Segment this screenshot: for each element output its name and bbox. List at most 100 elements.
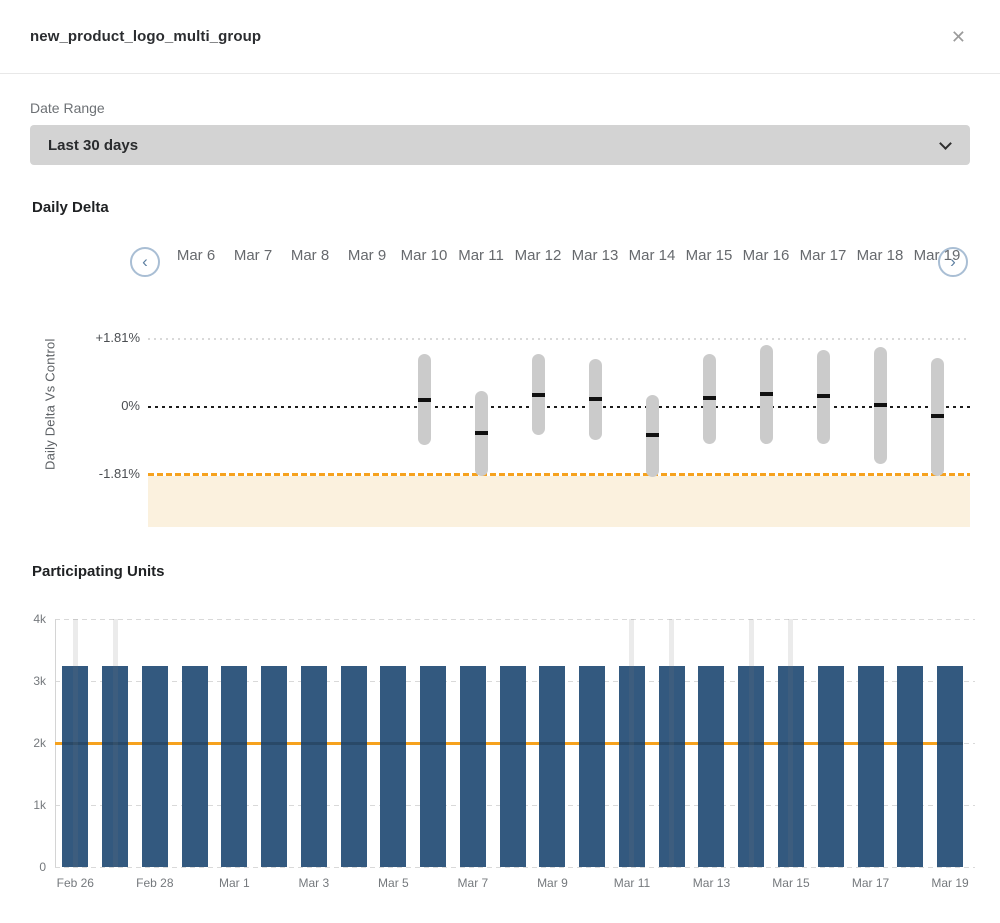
mean-mark [531,392,545,397]
units-x-tick-label: Mar 7 [457,876,489,890]
date-label: Mar 12 [514,247,562,264]
unit-bar [62,665,89,867]
date-range-select[interactable]: Last 30 days [30,125,970,165]
units-x-tick-label: Mar 5 [378,876,409,890]
participating-units-title: Participating Units [32,563,165,580]
unit-bar-reference-overlay [857,742,884,745]
units-x-tick-label: Feb 26 [56,876,94,890]
unit-bar-reference-overlay [777,742,804,745]
unit-bar [857,665,884,867]
mean-mark [645,432,659,437]
mean-mark [588,397,602,402]
units-x-tick-label: Mar 13 [692,876,731,890]
unit-bar [499,665,526,867]
highlight-stripe [112,619,118,867]
zero-line [148,406,970,408]
date-label: Mar 15 [685,247,733,264]
mean-mark [417,397,431,402]
modal-title: new_product_logo_multi_group [30,28,262,45]
chevron-right-icon: › [950,252,956,271]
unit-bar-reference-overlay [937,742,964,745]
delta-y-tick-label: -1.81% [98,466,140,482]
unit-bar [261,665,288,867]
unit-bar-reference-overlay [459,742,486,745]
daily-delta-chart: Daily Delta Vs Control +1.81% 0% -1.81% [0,297,1000,527]
threshold-line [148,473,970,477]
unit-bar [102,665,129,867]
modal-header: new_product_logo_multi_group ✕ [0,0,1000,74]
delta-y-tick-label: 0% [121,398,140,413]
units-y-tick-label: 4k [33,612,46,626]
date-label: Mar 14 [628,247,676,264]
threshold-band [148,476,970,527]
unit-bar-reference-overlay [261,742,288,745]
unit-bar [579,665,606,867]
highlight-stripe [629,619,635,867]
next-dates-button[interactable]: › [938,247,968,277]
units-x-tick-label: Mar 11 [613,876,651,890]
unit-bar-reference-overlay [380,742,407,745]
mean-mark [759,392,773,397]
unit-bar-reference-overlay [181,742,208,745]
unit-bar [658,665,685,867]
prev-dates-button[interactable]: ‹ [130,247,160,277]
unit-bar [897,665,924,867]
unit-bar-reference-overlay [579,742,606,745]
unit-bar-reference-overlay [698,742,725,745]
close-icon[interactable]: ✕ [950,26,966,47]
unit-bar [777,665,804,867]
units-x-tick-label: Mar 17 [851,876,890,890]
delta-y-tick-label: +1.81% [95,329,140,345]
unit-bar [221,665,248,867]
highlight-stripe [788,619,794,867]
unit-bar-reference-overlay [499,742,526,745]
date-pager: ‹ › Mar 6 Mar 7 Mar 8 Mar 9 Mar 10 Mar 11 Mar … [0,247,1000,277]
unit-bar [420,665,447,867]
units-x-tick-label: Mar 3 [298,876,330,890]
unit-bar [618,665,645,867]
chevron-down-icon [939,137,952,150]
unit-bar [459,665,486,867]
units-y-tick-label: 0 [39,860,46,874]
date-label: Mar 7 [233,247,273,264]
unit-bar [300,665,327,867]
date-label: Mar 13 [571,247,619,264]
date-label: Mar 8 [290,247,330,264]
units-x-tick-label: Mar 9 [537,876,568,890]
highlight-stripe [72,619,78,867]
gridline-upper [148,337,970,340]
unit-bar [380,665,407,867]
highlight-stripe [669,619,675,867]
mean-mark [474,431,488,435]
unit-bar-reference-overlay [141,742,168,745]
units-x-tick-label: Feb 28 [136,876,174,890]
daily-delta-title: Daily Delta [32,199,109,216]
unit-bar-reference-overlay [897,742,924,745]
unit-bar-reference-overlay [102,742,129,745]
unit-bar-reference-overlay [539,742,566,745]
date-label: Mar 19 [913,247,961,264]
unit-bar [340,665,367,867]
units-x-tick-label: Mar 1 [218,876,250,890]
units-gridline [55,619,975,620]
unit-bar-reference-overlay [618,742,645,745]
date-label: Mar 10 [400,247,448,264]
unit-bar [539,665,566,867]
participating-units-chart: 4k 3k 2k 1k 0 Feb 26 Feb 28 Mar 1 Mar 3 Mar 5 Mar … [0,608,1000,908]
unit-bar-reference-overlay [817,742,844,745]
units-x-tick-label: Mar 19 [931,876,969,890]
unit-bar-reference-overlay [300,742,327,745]
mean-mark [873,403,887,408]
unit-bar-reference-overlay [658,742,685,745]
date-range-label: Date Range [30,100,105,116]
unit-bar [141,665,168,867]
date-range-value: Last 30 days [48,136,139,154]
unit-bar [738,665,765,867]
date-label: Mar 18 [856,247,904,264]
unit-bar-reference-overlay [420,742,447,745]
unit-bar [817,665,844,867]
date-label: Mar 17 [799,247,847,264]
units-y-tick-label: 3k [33,674,46,688]
unit-bar-reference-overlay [738,742,765,745]
